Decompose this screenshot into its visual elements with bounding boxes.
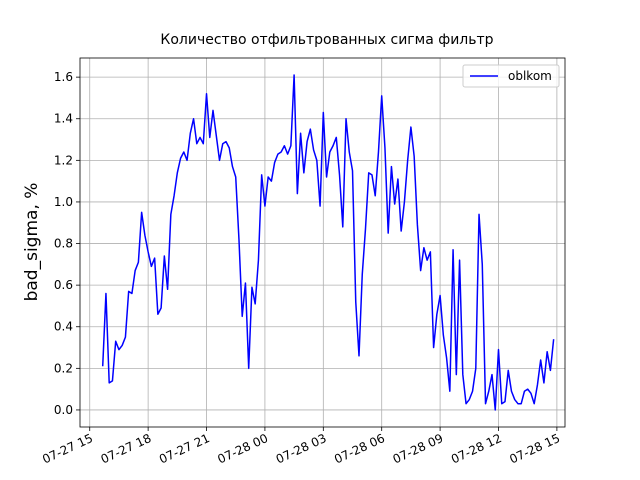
x-tick-label: 07-27 21 (157, 431, 212, 466)
x-tick-label: 07-28 06 (332, 431, 387, 466)
x-tick-label: 07-27 18 (99, 431, 154, 466)
y-tick-label: 1.4 (54, 112, 73, 126)
legend-label: oblkom (508, 69, 552, 83)
y-tick-label: 0.2 (54, 361, 73, 375)
x-tick-label: 07-28 15 (507, 431, 562, 466)
y-tick-label: 0.0 (54, 403, 73, 417)
y-tick-label: 1.0 (54, 195, 73, 209)
y-tick-label: 1.6 (54, 70, 73, 84)
legend: oblkom (462, 64, 560, 88)
plot-frame (79, 57, 566, 428)
y-axis-label: bad_sigma, % (22, 183, 42, 302)
x-tick-label: 07-28 03 (274, 431, 329, 466)
legend-frame (462, 64, 560, 88)
x-tick-label: 07-28 00 (215, 431, 270, 466)
y-tick-label: 0.6 (54, 278, 73, 292)
y-tick-label: 0.4 (54, 320, 73, 334)
y-tick-label: 0.8 (54, 237, 73, 251)
data-line (101, 74, 555, 411)
x-tick-label: 07-28 12 (449, 431, 504, 466)
chart-title: Количество отфильтрованных сигма фильтр (160, 32, 493, 48)
x-tick-label: 07-28 09 (391, 431, 446, 466)
x-tick-label: 07-27 15 (40, 431, 95, 466)
y-tick-label: 1.2 (54, 153, 73, 167)
